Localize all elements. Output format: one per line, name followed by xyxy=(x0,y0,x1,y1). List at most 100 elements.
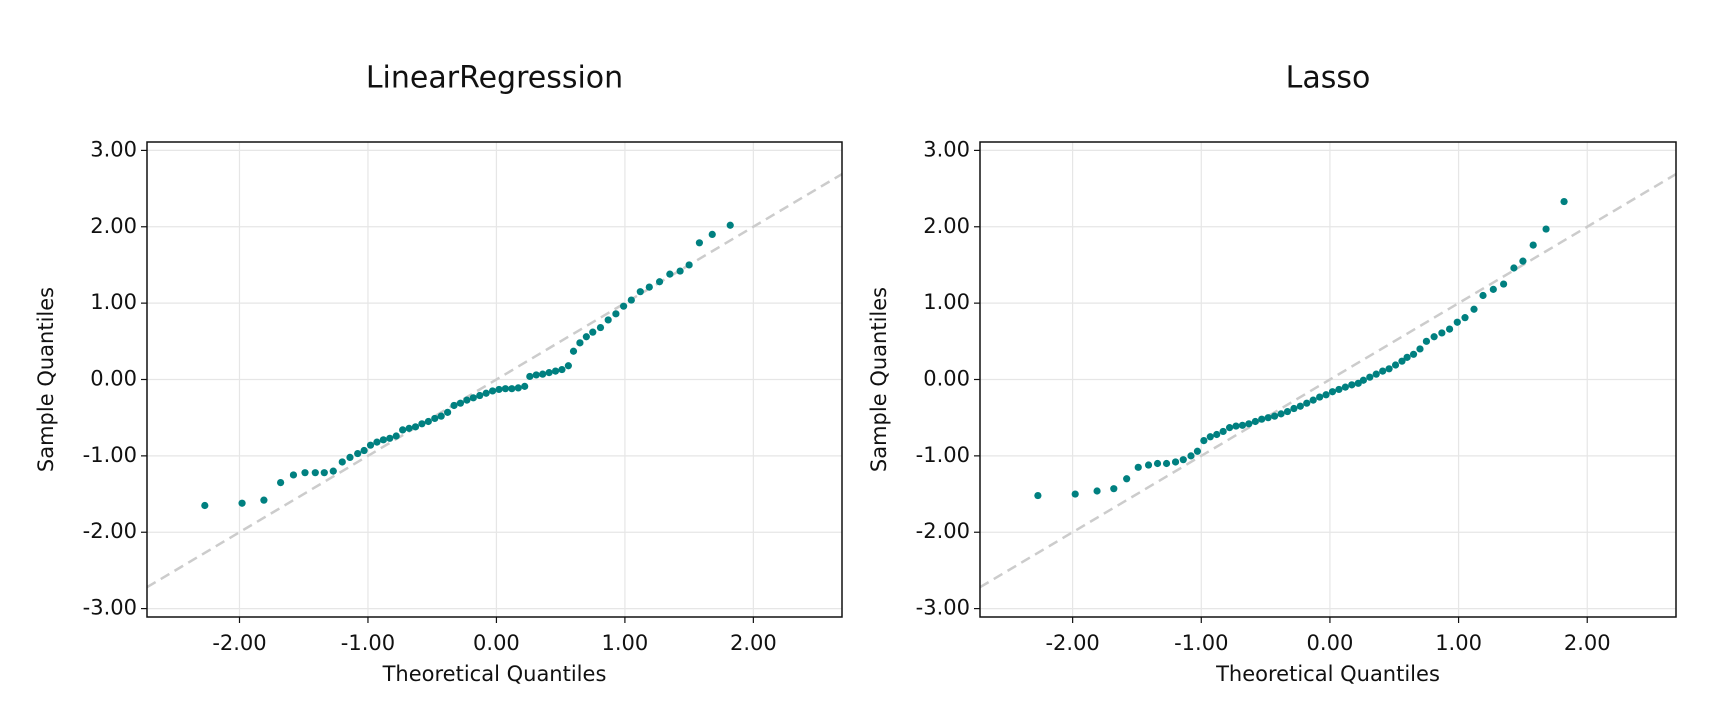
point xyxy=(532,371,540,379)
y-tick-label: 3.00 xyxy=(923,137,970,161)
point xyxy=(589,328,597,336)
y-tick-label: 0.00 xyxy=(90,367,137,391)
point xyxy=(320,469,328,477)
point xyxy=(366,441,375,449)
point xyxy=(1290,404,1298,413)
point xyxy=(1153,459,1162,468)
point xyxy=(238,499,246,507)
point xyxy=(1398,357,1406,365)
point xyxy=(612,310,620,318)
point xyxy=(379,436,387,444)
point xyxy=(1219,427,1227,436)
y-tick-label: 1.00 xyxy=(90,290,137,314)
point xyxy=(1422,337,1431,345)
point xyxy=(596,323,605,332)
point xyxy=(1500,280,1508,288)
reference-line xyxy=(146,172,843,589)
plot-frame xyxy=(146,141,843,618)
point xyxy=(1470,305,1478,313)
x-tick-label: 1.00 xyxy=(1435,631,1482,655)
point xyxy=(1238,421,1247,429)
point xyxy=(1479,291,1487,300)
point xyxy=(1416,345,1424,353)
point xyxy=(676,267,684,275)
point xyxy=(1391,361,1400,369)
point xyxy=(1206,433,1214,441)
chart-title: Lasso xyxy=(1286,61,1371,96)
point xyxy=(1372,370,1380,378)
point xyxy=(1277,410,1285,418)
point xyxy=(277,478,285,487)
point xyxy=(708,230,716,239)
point xyxy=(386,434,394,442)
point xyxy=(1335,385,1343,394)
point xyxy=(604,316,612,324)
point xyxy=(1309,396,1317,404)
point xyxy=(1193,447,1202,455)
point xyxy=(1316,393,1324,401)
point xyxy=(551,367,560,375)
y-tick-label: 0.00 xyxy=(923,367,970,391)
point xyxy=(1110,485,1118,493)
y-tick-label: 1.00 xyxy=(923,290,970,314)
point xyxy=(1438,329,1446,337)
point xyxy=(1430,333,1438,341)
point xyxy=(1489,285,1497,293)
x-tick-label: 1.00 xyxy=(602,631,649,655)
y-tick-label: -3.00 xyxy=(83,596,137,620)
point xyxy=(405,424,413,432)
x-tick-label: -2.00 xyxy=(212,631,266,655)
point xyxy=(1296,402,1304,410)
point xyxy=(1322,391,1330,399)
point xyxy=(437,412,445,420)
point xyxy=(1303,399,1311,407)
point xyxy=(373,438,381,446)
point xyxy=(1385,365,1393,373)
point xyxy=(1519,257,1527,265)
point xyxy=(1542,225,1550,233)
point xyxy=(1453,318,1461,326)
point xyxy=(482,389,490,397)
point xyxy=(1348,381,1356,389)
y-tick-label: 3.00 xyxy=(90,137,137,161)
point xyxy=(354,449,362,458)
point xyxy=(1144,461,1153,469)
x-tick-label: -1.00 xyxy=(341,631,395,655)
point xyxy=(1510,264,1518,272)
point xyxy=(1271,412,1279,420)
x-tick-label: 0.00 xyxy=(473,631,520,655)
point xyxy=(431,414,439,423)
x-tick-label: 2.00 xyxy=(730,631,777,655)
point xyxy=(1529,241,1537,249)
point xyxy=(1123,475,1131,483)
point xyxy=(1134,463,1142,471)
y-tick-label: -1.00 xyxy=(83,443,137,467)
point xyxy=(627,296,635,304)
point xyxy=(346,453,354,461)
y-tick-label: -3.00 xyxy=(916,596,970,620)
point xyxy=(582,333,590,341)
point xyxy=(450,401,458,410)
point xyxy=(695,239,704,247)
point xyxy=(521,382,529,390)
point xyxy=(1034,491,1042,500)
point xyxy=(539,370,547,378)
point xyxy=(1560,197,1568,206)
x-axis-label: Theoretical Quantiles xyxy=(1215,662,1440,686)
point xyxy=(444,408,452,416)
point xyxy=(463,396,471,404)
point xyxy=(1341,383,1349,391)
x-axis-label: Theoretical Quantiles xyxy=(382,662,607,686)
reference-line xyxy=(979,172,1677,589)
point xyxy=(1328,388,1337,396)
point xyxy=(495,385,503,394)
point xyxy=(1264,414,1272,422)
y-tick-label: 2.00 xyxy=(90,214,137,238)
point xyxy=(1232,422,1240,430)
y-tick-label: -2.00 xyxy=(83,519,137,543)
point xyxy=(1379,367,1387,375)
point xyxy=(1071,490,1079,498)
point xyxy=(399,426,407,434)
point xyxy=(1251,417,1259,426)
